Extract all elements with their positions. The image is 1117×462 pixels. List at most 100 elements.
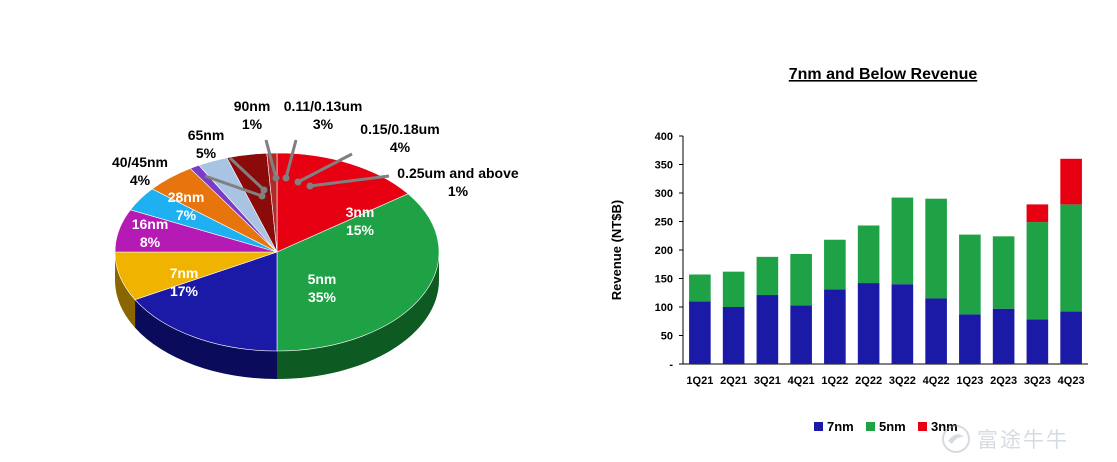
bar-7nm-1q21 — [689, 301, 711, 364]
bar-7nm-4q22 — [925, 298, 947, 364]
bar-5nm-1q21 — [689, 274, 711, 302]
bar-5nm-1q22 — [824, 239, 846, 290]
pie-label-0-15-0-18um: 0.15/0.18um — [360, 121, 439, 137]
bar-chart: 7nm and Below Revenue Revenue (NT$B) - 50… — [609, 66, 1088, 434]
pie-slices — [114, 152, 440, 352]
pie-label-3nm: 3nm — [346, 204, 375, 220]
pie-leader-lines — [204, 139, 390, 200]
legend-swatch-3nm — [918, 422, 927, 431]
bar-5nm-2q23 — [992, 236, 1015, 309]
bar-5nm-4q23 — [1060, 204, 1082, 312]
y-tick-label: 350 — [655, 160, 673, 172]
legend-label-7nm: 7nm — [827, 419, 854, 434]
pie-pct-3nm: 15% — [346, 222, 375, 238]
pie-slice-7nm — [134, 251, 278, 352]
legend: 7nm 5nm 3nm — [814, 419, 958, 434]
y-axis: - 50 100 150 200 250 300 350 400 — [655, 131, 1088, 371]
leader-line-90nm — [264, 139, 278, 179]
y-axis-title: Revenue (NT$B) — [609, 200, 624, 300]
pie-pct-0-15-0-18um: 4% — [390, 139, 411, 155]
y-tick-label: 400 — [655, 131, 673, 143]
x-tick-label: 1Q21 — [686, 375, 713, 387]
bar-7nm-3q23 — [1026, 319, 1049, 364]
bar-5nm-3q22 — [891, 197, 914, 285]
pie-label-28nm: 28nm — [168, 189, 205, 205]
bar-5nm-2q21 — [722, 271, 745, 307]
leader-dot-0-25um-and-above — [306, 182, 314, 190]
pie-label-90nm: 90nm — [234, 98, 271, 114]
pie-pct-0-25um-and-above: 1% — [448, 183, 469, 199]
bar-5nm-2q22 — [857, 225, 880, 284]
bar-series — [689, 158, 1082, 364]
x-tick-label: 4Q21 — [788, 375, 815, 387]
y-tick-label: - — [669, 359, 673, 371]
watermark: 富途牛牛 — [941, 422, 1111, 456]
leader-line-40-45nm — [204, 174, 263, 198]
chart-title: 7nm and Below Revenue — [789, 66, 978, 83]
leader-dot-0-15-0-18um — [294, 178, 302, 186]
y-tick-label: 250 — [655, 217, 673, 229]
pie-pct-40-45nm: 4% — [130, 172, 151, 188]
pie-slice-5nm — [276, 193, 440, 352]
pie-side-7nm — [135, 299, 277, 379]
legend-swatch-7nm — [814, 422, 823, 431]
legend-swatch-5nm — [866, 422, 875, 431]
leader-line-0-15-0-18um — [297, 152, 353, 184]
pie-label-0-25um-and-above: 0.25um and above — [397, 165, 519, 181]
y-tick-label: 50 — [661, 331, 673, 343]
leader-dot-65nm — [260, 186, 268, 194]
x-tick-label: 4Q23 — [1058, 375, 1085, 387]
bar-5nm-1q23 — [959, 234, 981, 315]
bar-7nm-2q22 — [857, 283, 880, 364]
bar-7nm-3q21 — [756, 295, 779, 364]
pie-pct-7nm: 17% — [170, 283, 199, 299]
leader-dot-40-45nm — [258, 192, 266, 200]
pie-label-5nm: 5nm — [308, 271, 337, 287]
y-tick-label: 100 — [655, 302, 673, 314]
pie-labels: 3nm 15% 5nm 35% 7nm 17% 16nm 8% 28nm 7% 40/45nm 4% 6… — [112, 98, 519, 305]
pie-pct-90nm: 1% — [242, 116, 263, 132]
pie-label-40-45nm: 40/45nm — [112, 154, 168, 170]
bar-5nm-4q21 — [790, 253, 812, 306]
bar-3nm-4q23 — [1060, 158, 1082, 205]
pie-label-7nm: 7nm — [170, 265, 199, 281]
legend-label-5nm: 5nm — [879, 419, 906, 434]
pie-pct-65nm: 5% — [196, 145, 217, 161]
pie-side-16nm — [115, 252, 136, 328]
x-axis: 1Q21 2Q21 3Q21 4Q21 1Q22 2Q22 3Q22 4Q22 1Q23 2Q23… — [686, 375, 1084, 387]
bar-7nm-2q23 — [992, 308, 1015, 364]
leader-dot-90nm — [272, 174, 280, 182]
bar-7nm-4q21 — [790, 305, 812, 364]
watermark-text: 富途牛牛 — [977, 428, 1069, 452]
x-tick-label: 2Q22 — [855, 375, 882, 387]
pie-label-65nm: 65nm — [188, 127, 225, 143]
leader-line-0-11-0-13um — [284, 139, 298, 179]
bar-7nm-2q21 — [722, 307, 745, 364]
leader-line-0-25um-and-above — [309, 174, 390, 188]
x-tick-label: 2Q21 — [720, 375, 747, 387]
x-tick-label: 1Q23 — [956, 375, 983, 387]
futu-logo-icon — [942, 425, 970, 453]
pie-pct-16nm: 8% — [140, 234, 161, 250]
pie-sides — [115, 252, 439, 379]
pie-pct-5nm: 35% — [308, 289, 337, 305]
pie-label-0-11-0-13um: 0.11/0.13um — [284, 98, 363, 114]
x-tick-label: 2Q23 — [990, 375, 1017, 387]
y-tick-label: 300 — [655, 188, 673, 200]
bar-5nm-3q23 — [1026, 222, 1049, 320]
pie-chart: 3nm 15% 5nm 35% 7nm 17% 16nm 8% 28nm 7% 40/45nm 4% 6… — [112, 98, 519, 379]
bar-5nm-3q21 — [756, 256, 779, 296]
x-tick-label: 3Q21 — [754, 375, 781, 387]
bar-7nm-3q22 — [891, 284, 914, 364]
x-tick-label: 1Q22 — [821, 375, 848, 387]
pie-pct-28nm: 7% — [176, 207, 197, 223]
bar-7nm-4q23 — [1060, 311, 1082, 364]
leader-line-65nm — [228, 156, 266, 192]
x-tick-label: 3Q23 — [1024, 375, 1051, 387]
x-tick-label: 3Q22 — [889, 375, 916, 387]
leader-dot-0-11-0-13um — [282, 174, 290, 182]
pie-pct-0-11-0-13um: 3% — [313, 116, 334, 132]
x-tick-label: 4Q22 — [923, 375, 950, 387]
bar-7nm-1q22 — [824, 289, 846, 364]
bar-7nm-1q23 — [959, 314, 981, 364]
